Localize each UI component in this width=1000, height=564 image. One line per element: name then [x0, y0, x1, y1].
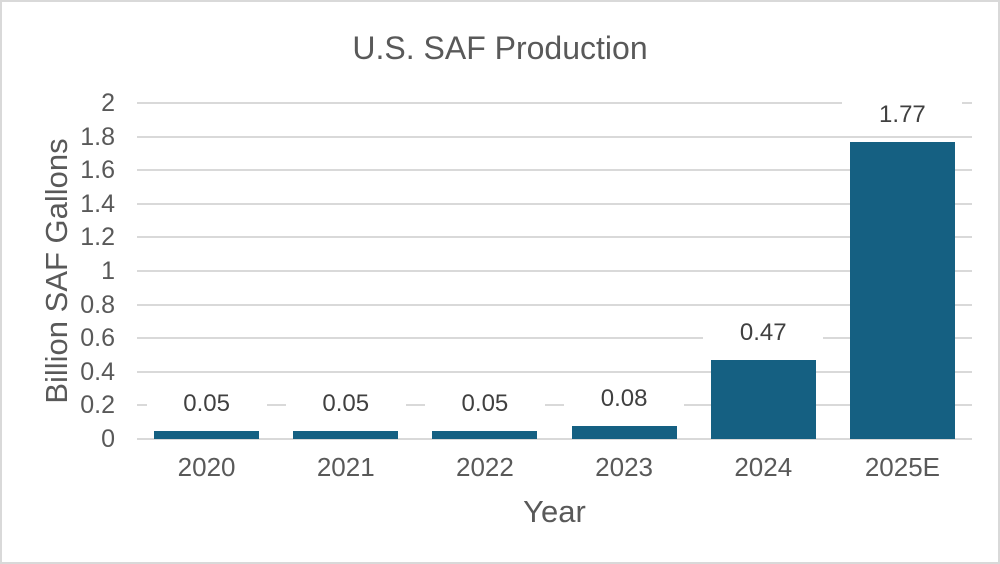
bar-2024: [710, 360, 816, 439]
bar-2023: [571, 425, 677, 439]
gridline: [137, 102, 972, 104]
chart-title: U.S. SAF Production: [352, 30, 648, 66]
bar-2022: [432, 430, 538, 439]
x-axis-title: Year: [523, 494, 586, 529]
bar-2021: [293, 430, 399, 439]
x-tick-label: 2025E: [864, 452, 940, 482]
gridline: [137, 135, 972, 138]
gridline: [137, 404, 972, 407]
y-tick-label: 0: [101, 425, 115, 453]
x-tick-label: 2022: [455, 452, 514, 482]
data-label: 0.05: [285, 390, 406, 417]
x-tick-label: 2021: [316, 452, 375, 482]
bar-2020: [154, 430, 260, 439]
x-tick-label: 2024: [734, 452, 793, 482]
data-label: 0.08: [564, 385, 685, 412]
y-tick-label: 1.8: [80, 122, 115, 151]
gridline: [137, 202, 972, 205]
gridline: [137, 236, 972, 239]
gridline: [137, 337, 972, 340]
gridline: [137, 370, 972, 373]
gridline: [137, 169, 972, 172]
x-tick-label: 2023: [595, 452, 653, 482]
x-tick-label: 2020: [177, 452, 236, 482]
y-tick-label: 1: [101, 257, 115, 285]
y-tick-label: 1.4: [80, 189, 115, 218]
y-tick-label: 0.4: [80, 357, 115, 386]
y-tick-label: 1.2: [80, 223, 115, 252]
data-label: 0.47: [703, 320, 824, 347]
y-tick-label: 2: [101, 89, 115, 117]
gridline: [137, 438, 972, 440]
y-tick-label: 0.8: [80, 290, 115, 319]
y-tick-label: 0.2: [80, 391, 115, 420]
y-tick-label: 0.6: [80, 324, 115, 353]
plot-area: 0.05 0.05 0.05 0.08 0.47 1.77: [137, 101, 972, 440]
gridline: [137, 270, 972, 272]
data-label: 0.05: [146, 390, 267, 417]
data-label: 0.05: [424, 390, 545, 417]
y-tick-label: 1.6: [80, 156, 115, 185]
gridline: [137, 303, 972, 306]
bar-2025E: [849, 141, 955, 439]
data-label: 1.77: [842, 101, 963, 128]
